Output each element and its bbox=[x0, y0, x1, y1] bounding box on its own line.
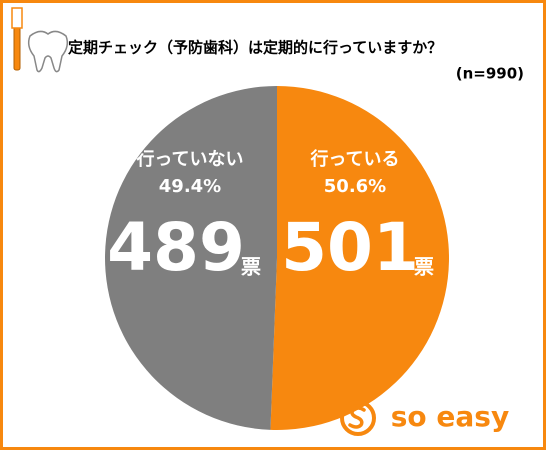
logo-text: so easy bbox=[391, 400, 509, 433]
slice-label: 行っていない bbox=[135, 148, 243, 170]
pie-slice bbox=[270, 85, 450, 430]
slice-label: 行っている bbox=[309, 148, 399, 170]
logo: so easy bbox=[340, 400, 509, 436]
value-label: 501 bbox=[281, 209, 419, 286]
tooth-icon bbox=[11, 7, 69, 73]
pie-slice bbox=[105, 86, 277, 430]
unit-label: 票 bbox=[414, 255, 434, 279]
percent-label: 49.4% bbox=[159, 176, 221, 197]
unit-label: 票 bbox=[241, 255, 261, 279]
percent-label: 50.6% bbox=[324, 176, 386, 197]
chart-subtitle: (n=990) bbox=[456, 65, 524, 83]
value-label: 489 bbox=[107, 209, 245, 286]
pie bbox=[105, 85, 450, 430]
chart-title: 定期チェック（予防歯科）は定期的に行っていますか？ bbox=[68, 39, 442, 57]
